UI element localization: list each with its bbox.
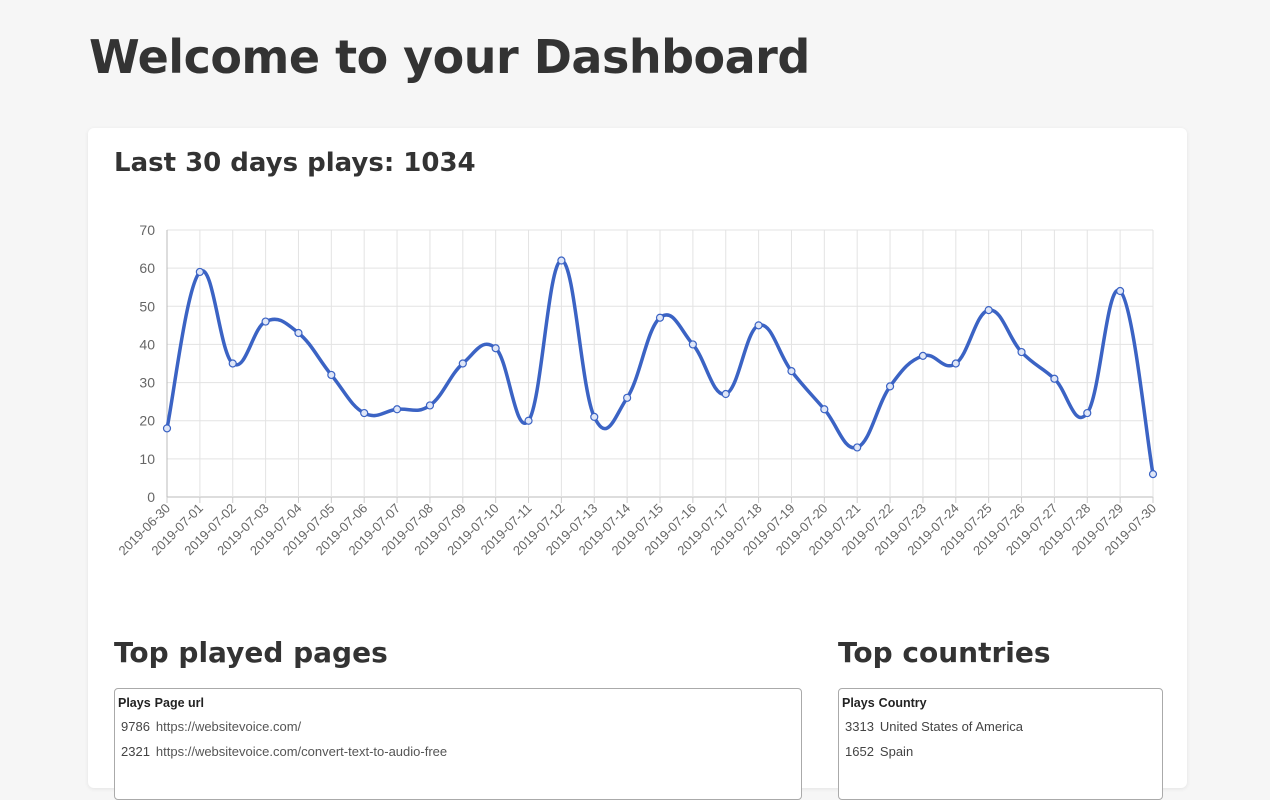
data-point [820,405,829,414]
data-point [1148,470,1158,479]
plays-count: 3313 [845,719,874,734]
table-row: 2321 https://websitevoice.com/convert-tex… [115,739,801,764]
table-row: 9786 https://websitevoice.com/ [115,714,801,739]
y-tick-label: 0 [147,489,155,505]
data-point [294,328,303,338]
country-name: United States of America [879,719,1023,734]
data-point [425,401,435,410]
data-point [557,256,566,265]
plays-count: 9786 [121,719,150,734]
table-row: 3313 United States of America [839,714,1162,739]
data-point [524,416,533,425]
column-header-country: Country [878,696,927,710]
data-point [918,351,928,360]
data-point [458,359,467,368]
y-tick-label: 10 [139,451,155,467]
data-point [688,340,697,349]
plays-line-chart: 0102030405060702019-06-302019-07-012019-… [115,222,1159,558]
data-point [491,344,500,353]
data-point [951,359,960,368]
data-point [721,389,730,399]
plays-count: 2321 [121,744,150,759]
data-point [787,367,796,376]
data-point [327,370,336,380]
data-point [655,313,665,322]
y-tick-label: 70 [139,222,155,238]
data-point [1116,286,1125,296]
y-tick-label: 60 [139,260,155,276]
country-name: Spain [879,744,914,759]
plays-chart: 0 10 20 30 40 50 60 70 2019-06-30 2019-07-01 2019-… [88,208,1187,608]
data-point [162,424,172,433]
data-point [853,443,862,452]
data-point [984,305,993,315]
data-point [228,359,237,368]
y-tick-label: 20 [139,413,155,429]
top-countries-table: Plays Country 3313 United States of Americ… [838,688,1163,800]
data-point [623,393,632,402]
page-url-link[interactable]: https://websitevoice.com/convert-text-to… [155,744,448,759]
plays-series-line [165,258,1155,475]
table-header: Plays Page url [115,689,801,714]
plays-heading: Last 30 days plays: 1034 [114,148,476,178]
top-pages-table: Plays Page url 9786 https://websitevoice.c… [114,688,802,800]
column-header-plays: Plays [118,696,151,710]
data-point [885,382,895,391]
page-url-link[interactable]: https://websitevoice.com/ [155,719,302,734]
top-pages-heading: Top played pages [114,636,388,669]
plays-count: 1652 [845,744,874,759]
data-point [590,412,599,421]
data-point [1050,374,1059,383]
table-row: 1652 Spain [839,739,1162,764]
data-point [392,405,402,414]
column-header-plays: Plays [842,696,875,710]
y-tick-label: 50 [139,298,155,314]
data-point [261,317,270,326]
data-point [195,267,204,277]
data-point [754,321,763,330]
top-countries-heading: Top countries [838,636,1051,669]
y-tick-label: 40 [139,336,155,352]
data-point [1083,408,1092,418]
data-point [360,408,369,418]
table-header: Plays Country [839,689,1162,714]
y-tick-label: 30 [139,375,155,391]
data-point [1017,347,1026,357]
page-title: Welcome to your Dashboard [89,30,810,84]
column-header-page-url: Page url [154,696,204,710]
dashboard-card: Last 30 days plays: 1034 0 10 20 30 40 50 60 70… [88,128,1187,800]
